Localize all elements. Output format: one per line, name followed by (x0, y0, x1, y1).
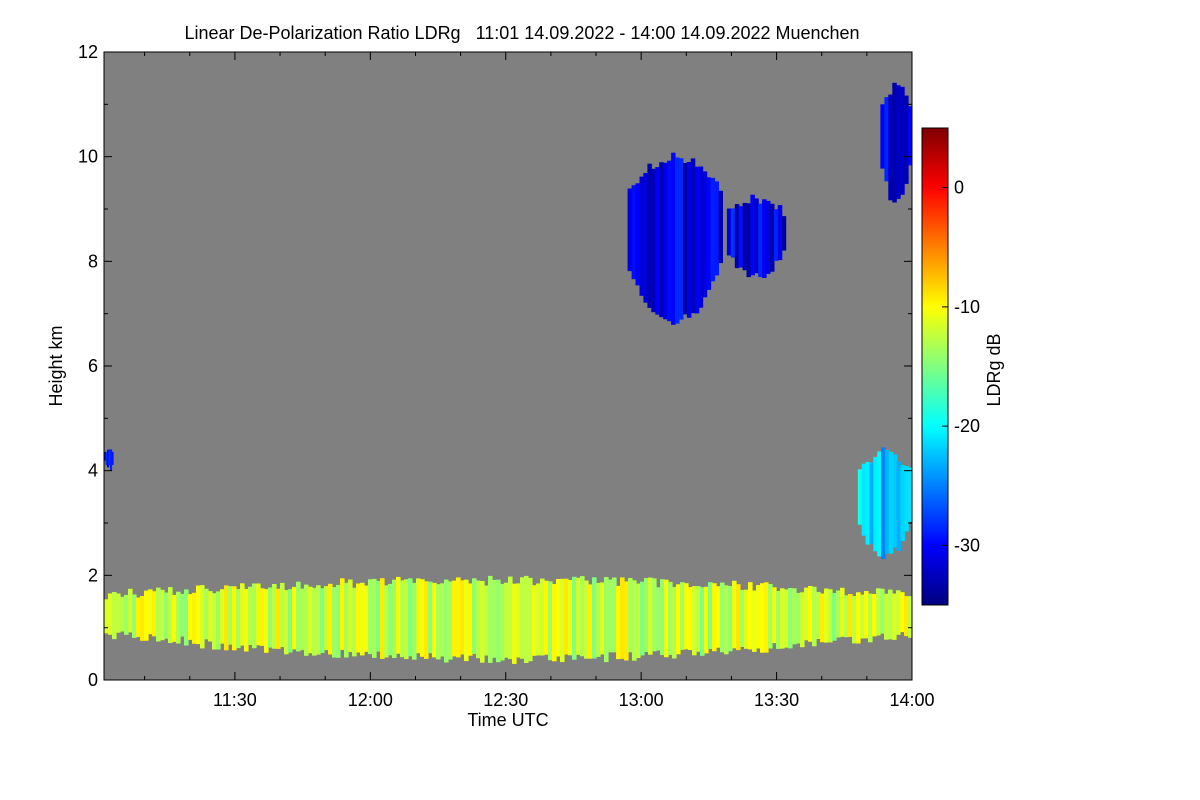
colorbar-ticks: 0 -10 -20 -30 (942, 178, 980, 555)
colorbar-label: LDRg dB (984, 333, 1004, 406)
colorbar-tick-label: -20 (954, 416, 980, 436)
colorbar-tick-label: -10 (954, 297, 980, 317)
colorbar-tick-label: -30 (954, 535, 980, 555)
feature-aerosol-layer-start (104, 449, 114, 471)
x-axis-label: Time UTC (467, 710, 548, 730)
x-tick-label: 11:30 (213, 690, 257, 710)
y-tick-label: 4 (88, 461, 98, 481)
y-axis: 0 2 4 6 8 10 12 (78, 42, 912, 690)
y-tick-label: 8 (88, 251, 98, 271)
feature-boundary-layer-aerosol (104, 575, 912, 664)
y-tick-label: 10 (78, 147, 98, 167)
feature-high-cirrus (880, 82, 912, 203)
feature-low-cloud (857, 447, 912, 560)
data-layer (104, 82, 912, 664)
feature-ice-cloud-fragment (726, 194, 787, 278)
chart-title: Linear De-Polarization Ratio LDRg 11:01 … (184, 23, 859, 43)
y-axis-label: Height km (46, 325, 66, 406)
y-tick-label: 6 (88, 356, 98, 376)
x-tick-label: 14:00 (889, 690, 934, 710)
x-tick-label: 13:30 (754, 690, 799, 710)
x-tick-label: 13:00 (619, 690, 664, 710)
x-tick-label: 12:30 (483, 690, 528, 710)
colorbar (921, 127, 949, 606)
x-tick-label: 12:00 (348, 690, 393, 710)
colorbar-tick-label: 0 (954, 178, 964, 198)
x-axis: 11:30 12:00 12:30 13:00 13:30 14:00 (144, 52, 935, 710)
y-tick-label: 0 (88, 670, 98, 690)
plot-background (104, 52, 912, 680)
feature-ice-cloud (627, 152, 723, 325)
y-tick-label: 2 (88, 565, 98, 585)
y-tick-label: 12 (78, 42, 98, 62)
